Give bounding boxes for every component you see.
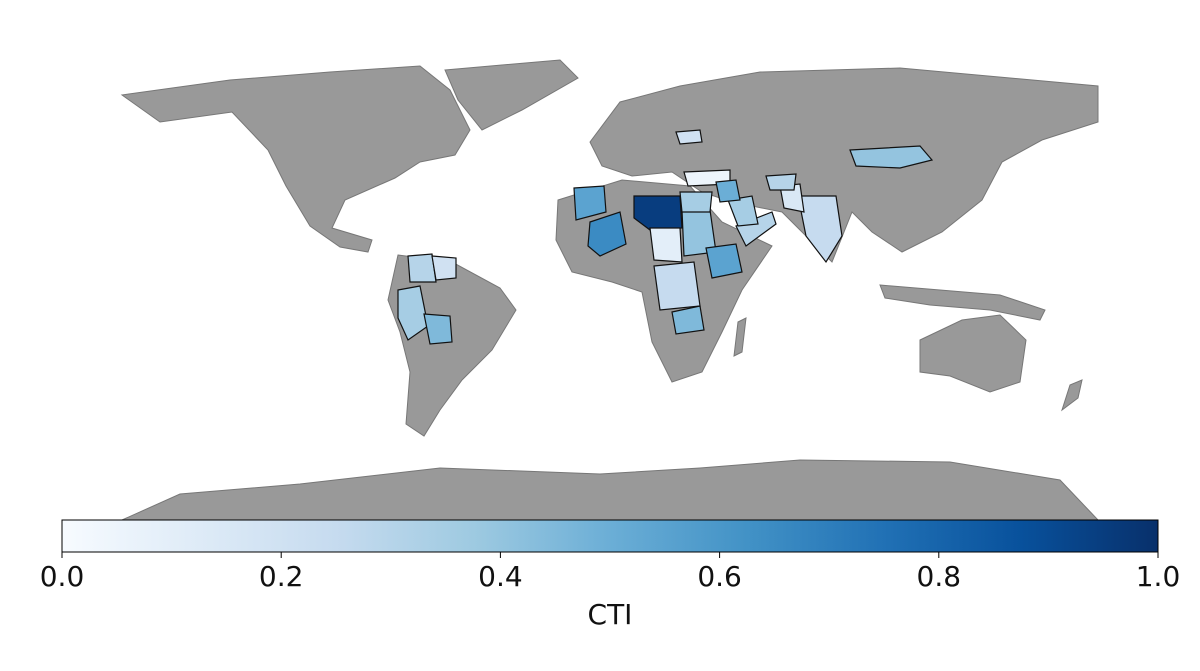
southeast-asia-islands — [879, 284, 1046, 321]
colorbar-tick-label: 0.2 — [259, 560, 304, 593]
country-region — [849, 145, 934, 169]
south-america — [387, 254, 517, 437]
land — [120, 59, 1100, 521]
country-region — [573, 185, 607, 221]
country-region — [423, 313, 453, 345]
country-region — [679, 191, 713, 213]
colorbar-tick-label: 0.6 — [697, 560, 742, 593]
country-region — [407, 253, 437, 283]
north-america — [120, 65, 471, 253]
country-region — [765, 173, 797, 191]
colorbar-tick-label: 0.8 — [917, 560, 962, 593]
country-region — [727, 195, 759, 227]
country-region — [649, 227, 683, 263]
country-region — [705, 243, 743, 279]
regions — [397, 129, 934, 345]
colorbar-tick-label: 0.4 — [478, 560, 523, 593]
country-region — [431, 255, 457, 281]
country-region — [715, 179, 741, 203]
madagascar — [733, 317, 747, 357]
country-region — [675, 129, 703, 145]
country-region — [671, 305, 705, 335]
australia — [919, 314, 1027, 393]
new-zealand — [1061, 379, 1083, 412]
colorbar-label: CTI — [588, 598, 633, 631]
country-region — [397, 285, 429, 341]
colorbar — [61, 519, 1159, 553]
colorbar-tick-label: 1.0 — [1136, 560, 1181, 593]
colorbar-tick-label: 0.0 — [40, 560, 85, 593]
country-region — [653, 261, 701, 311]
country-region — [587, 211, 627, 257]
greenland — [444, 59, 579, 131]
country-region — [735, 211, 777, 247]
antarctica — [121, 459, 1100, 521]
country-region — [797, 195, 843, 264]
